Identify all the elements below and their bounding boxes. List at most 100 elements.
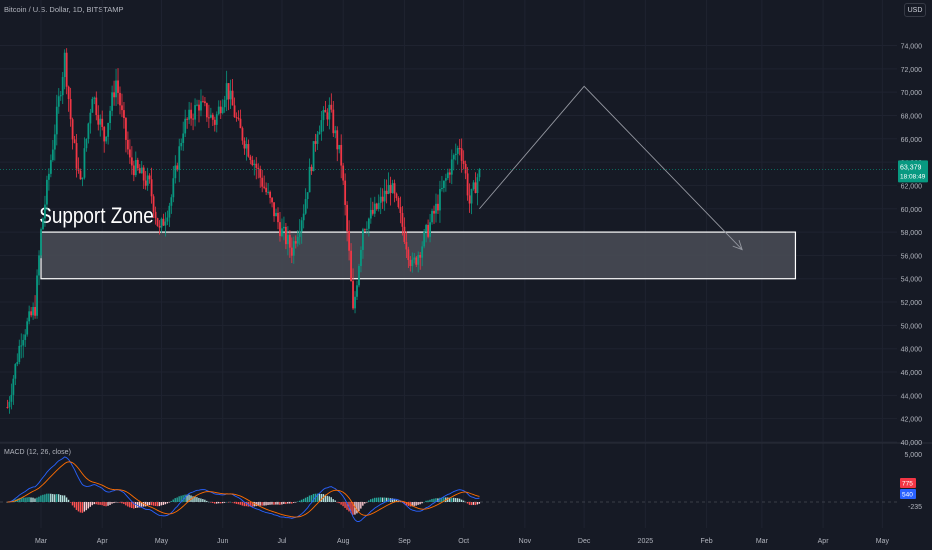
- macd-histogram-bar: [324, 494, 326, 502]
- candle-body: [235, 117, 238, 119]
- candle-body: [186, 118, 189, 120]
- candle-body: [168, 205, 171, 218]
- candle-body: [132, 165, 135, 176]
- candle-body: [273, 202, 275, 217]
- macd-histogram-bar: [184, 494, 186, 502]
- candle-body: [160, 218, 163, 228]
- candle-body: [409, 260, 412, 266]
- macd-histogram-bar: [449, 497, 451, 502]
- candle-body: [342, 165, 345, 181]
- candle-body: [395, 193, 398, 199]
- candle-body: [306, 192, 309, 200]
- candle-body: [360, 249, 362, 267]
- candle-body: [22, 339, 25, 346]
- candle-body: [441, 187, 443, 190]
- macd-histogram-bar: [73, 502, 76, 508]
- candle-body: [352, 281, 354, 309]
- macd-histogram-bar: [146, 502, 149, 506]
- candle-body: [107, 123, 110, 137]
- macd-histogram-bar: [30, 497, 32, 502]
- candle-body: [437, 203, 439, 211]
- candle-body: [322, 109, 325, 121]
- candle-body: [439, 189, 441, 211]
- candle-body: [192, 118, 194, 120]
- candle-body: [79, 170, 82, 180]
- macd-histogram-bar: [417, 502, 419, 505]
- time-tick-label: Aug: [337, 538, 350, 545]
- macd-histogram-bar: [225, 501, 228, 503]
- candle-body: [73, 139, 76, 144]
- candle-body: [59, 95, 62, 97]
- macd-histogram-bar: [241, 502, 244, 506]
- macd-histogram-bar: [152, 502, 155, 506]
- macd-histogram-bar: [28, 497, 30, 502]
- candle-body: [8, 401, 11, 408]
- candle-body: [472, 182, 475, 190]
- macd-histogram-bar: [229, 501, 232, 503]
- candle-body: [69, 99, 72, 120]
- candle-body: [314, 141, 317, 144]
- candle-body: [77, 168, 80, 171]
- candle-body: [381, 196, 384, 202]
- candle-body: [95, 97, 98, 115]
- macd-histogram-bar: [356, 502, 358, 514]
- macd-histogram-bar: [212, 502, 214, 503]
- candle-body: [10, 394, 13, 402]
- candle-body: [387, 184, 390, 195]
- candle-body: [184, 118, 187, 134]
- macd-histogram-bar: [75, 502, 78, 510]
- candle-body: [127, 139, 129, 150]
- candle-body: [476, 177, 479, 194]
- macd-value-label: 540: [902, 492, 913, 499]
- currency-button[interactable]: USD: [904, 3, 926, 17]
- candle-body: [470, 189, 473, 204]
- candle-body: [200, 101, 202, 111]
- candle-body: [53, 134, 56, 150]
- macd-histogram-bar: [358, 502, 360, 512]
- candle-body: [24, 334, 27, 340]
- price-tick-label: 54,000: [901, 277, 923, 284]
- macd-tick-label: 5,000: [904, 452, 922, 459]
- macd-histogram-bar: [221, 502, 224, 504]
- candle-body: [285, 226, 287, 245]
- macd-histogram-bar: [117, 502, 119, 503]
- macd-histogram-bar: [170, 501, 172, 502]
- candles: [6, 48, 481, 414]
- macd-histogram-bar: [472, 502, 475, 505]
- candle-body: [103, 126, 106, 142]
- macd-histogram-bar: [223, 502, 226, 503]
- macd-histogram-bar: [302, 498, 305, 502]
- macd-title: MACD (12, 26, close): [4, 449, 71, 456]
- time-tick-label: May: [155, 538, 169, 545]
- candle-body: [241, 128, 244, 141]
- candle-body: [89, 112, 92, 124]
- macd-histogram-bar: [215, 502, 218, 504]
- macd-histogram-bar: [182, 495, 184, 502]
- candle-body: [125, 117, 127, 140]
- macd-histogram-bar: [103, 502, 105, 507]
- macd-histogram-bar: [150, 502, 153, 506]
- candle-body: [362, 229, 364, 250]
- candle-body: [446, 172, 449, 179]
- macd-histogram-bar: [200, 498, 202, 502]
- macd-histogram-bar: [451, 497, 453, 502]
- candle-body: [215, 114, 218, 125]
- candle-body: [346, 204, 349, 231]
- candle-body: [340, 144, 343, 166]
- candle-body: [332, 109, 335, 134]
- price-tick-label: 46,000: [901, 370, 923, 377]
- macd-histogram-bar: [279, 502, 281, 505]
- macd-histogram-bar: [65, 497, 68, 502]
- candle-body: [429, 222, 431, 237]
- candle-body: [443, 180, 445, 188]
- candle-body: [176, 165, 179, 170]
- macd-histogram-bar: [194, 496, 196, 502]
- candle-body: [271, 197, 273, 203]
- candle-body: [277, 212, 279, 223]
- macd-histogram-bar: [178, 496, 180, 502]
- candle-body: [265, 187, 268, 193]
- candle-body: [253, 163, 256, 165]
- macd-histogram-bar: [312, 493, 315, 502]
- macd-histogram-bar: [233, 502, 236, 504]
